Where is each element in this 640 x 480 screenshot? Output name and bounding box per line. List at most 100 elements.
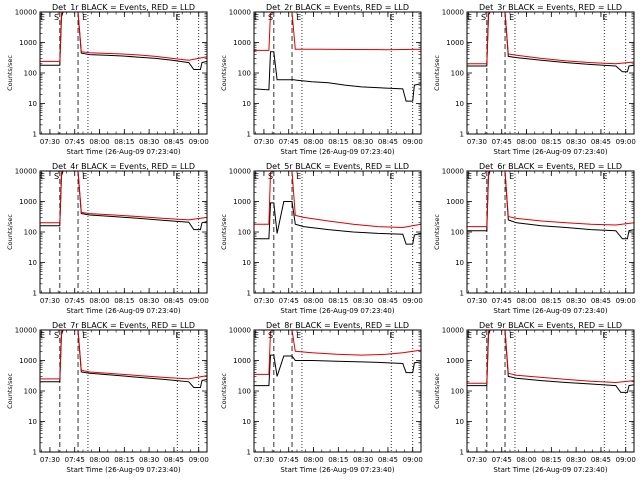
series-events-line bbox=[254, 51, 421, 102]
y-tick-label: 10 bbox=[242, 418, 251, 426]
y-axis-label: Counts/sec bbox=[6, 214, 14, 250]
y-tick-label: 1000 bbox=[446, 198, 464, 206]
x-tick-label: 07:45 bbox=[279, 138, 299, 146]
y-tick-label: 10 bbox=[455, 259, 464, 267]
y-axis-label: Counts/sec bbox=[433, 373, 441, 409]
panel-title: Det_8r BLACK = Events, RED = LLD bbox=[266, 321, 409, 330]
x-axis-label: Start Time (26-Aug-09 07:23:40) bbox=[493, 307, 607, 315]
y-tick-label: 1 bbox=[247, 449, 251, 457]
y-tick-label: 100 bbox=[238, 229, 251, 237]
x-tick-label: 08:00 bbox=[89, 297, 109, 305]
event-marker-label: S bbox=[481, 172, 486, 181]
y-tick-label: 1 bbox=[33, 131, 37, 139]
x-tick-label: 08:15 bbox=[541, 297, 561, 305]
y-axis-label: Counts/sec bbox=[6, 55, 14, 91]
y-tick-label: 10 bbox=[455, 418, 464, 426]
event-marker-label: E bbox=[254, 331, 259, 340]
event-marker-label: E bbox=[296, 331, 301, 340]
x-axis-label: Start Time (26-Aug-09 07:23:40) bbox=[66, 307, 180, 315]
event-marker-label: E bbox=[467, 331, 472, 340]
y-tick-label: 100 bbox=[238, 388, 251, 396]
y-tick-label: 10 bbox=[242, 100, 251, 108]
event-marker-label: S bbox=[268, 13, 273, 22]
plot-frame bbox=[466, 11, 635, 135]
detector-panel-9: Det_9r BLACK = Events, RED = LLD Counts/s… bbox=[433, 321, 636, 474]
x-tick-label: 07:30 bbox=[467, 297, 487, 305]
x-tick-label: 08:30 bbox=[139, 138, 159, 146]
y-tick-label: 1 bbox=[247, 131, 251, 139]
x-tick-label: 08:30 bbox=[566, 138, 586, 146]
x-tick-label: 07:45 bbox=[65, 456, 85, 464]
detector-panel-7: Det_7r BLACK = Events, RED = LLD Counts/s… bbox=[6, 321, 209, 474]
x-tick-label: 07:30 bbox=[40, 297, 60, 305]
plot-frame bbox=[39, 11, 208, 135]
x-tick-label: 08:30 bbox=[353, 138, 373, 146]
event-marker-label: E bbox=[603, 172, 608, 181]
detector-panel-8: Det_8r BLACK = Events, RED = LLD Counts/s… bbox=[220, 321, 423, 474]
detector-panel-6: Det_6r BLACK = Events, RED = LLD Counts/s… bbox=[433, 162, 636, 315]
y-tick-label: 1 bbox=[247, 290, 251, 298]
series-events-line bbox=[40, 171, 207, 231]
event-marker-label: E bbox=[82, 13, 87, 22]
y-tick-label: 1000 bbox=[19, 39, 37, 47]
y-tick-label: 100 bbox=[24, 388, 37, 396]
event-marker-label: E bbox=[509, 13, 514, 22]
x-tick-label: 07:30 bbox=[467, 138, 487, 146]
series-lld-line bbox=[254, 12, 421, 51]
detector-panel-2: Det_2r BLACK = Events, RED = LLD Counts/s… bbox=[220, 3, 423, 156]
y-tick-label: 1 bbox=[33, 290, 37, 298]
event-marker-label: E bbox=[254, 13, 259, 22]
x-tick-label: 08:45 bbox=[164, 297, 184, 305]
x-tick-label: 08:00 bbox=[303, 456, 323, 464]
x-tick-label: 07:45 bbox=[279, 297, 299, 305]
x-tick-label: 07:45 bbox=[65, 297, 85, 305]
y-axis-label: Counts/sec bbox=[220, 373, 228, 409]
x-tick-label: 08:15 bbox=[114, 297, 134, 305]
y-tick-label: 10000 bbox=[15, 168, 37, 176]
detector-panel-5: Det_5r BLACK = Events, RED = LLD Counts/s… bbox=[220, 162, 423, 315]
x-tick-label: 08:00 bbox=[303, 138, 323, 146]
event-marker-label: E bbox=[40, 13, 45, 22]
series-lld-line bbox=[254, 330, 421, 375]
series-events-line bbox=[467, 171, 634, 240]
x-tick-label: 09:00 bbox=[189, 456, 209, 464]
x-tick-label: 09:00 bbox=[616, 138, 636, 146]
x-axis-label: Start Time (26-Aug-09 07:23:40) bbox=[280, 307, 394, 315]
y-tick-label: 100 bbox=[451, 70, 464, 78]
x-tick-label: 07:30 bbox=[467, 456, 487, 464]
series-lld-line bbox=[254, 171, 421, 229]
x-axis-label: Start Time (26-Aug-09 07:23:40) bbox=[493, 148, 607, 156]
x-axis-label: Start Time (26-Aug-09 07:23:40) bbox=[66, 466, 180, 474]
series-lld-line bbox=[40, 12, 207, 62]
x-tick-label: 08:00 bbox=[303, 297, 323, 305]
event-marker-label: E bbox=[176, 331, 181, 340]
panel-title: Det_2r BLACK = Events, RED = LLD bbox=[266, 3, 409, 12]
y-tick-label: 10000 bbox=[15, 327, 37, 335]
y-tick-label: 1000 bbox=[233, 39, 251, 47]
event-marker-label: E bbox=[82, 172, 87, 181]
y-tick-label: 10 bbox=[28, 100, 37, 108]
event-marker-label: E bbox=[467, 172, 472, 181]
x-tick-label: 07:45 bbox=[279, 456, 299, 464]
y-tick-label: 1000 bbox=[19, 357, 37, 365]
x-tick-label: 08:00 bbox=[516, 456, 536, 464]
series-events-line bbox=[467, 12, 634, 73]
y-tick-label: 10 bbox=[455, 100, 464, 108]
y-tick-label: 1 bbox=[460, 449, 464, 457]
event-marker-label: E bbox=[603, 331, 608, 340]
x-tick-label: 08:00 bbox=[89, 456, 109, 464]
panel-title: Det_5r BLACK = Events, RED = LLD bbox=[266, 162, 409, 171]
y-tick-label: 100 bbox=[24, 229, 37, 237]
y-tick-label: 100 bbox=[451, 229, 464, 237]
event-marker-label: E bbox=[176, 13, 181, 22]
event-marker-label: S bbox=[481, 331, 486, 340]
event-marker-label: S bbox=[54, 13, 59, 22]
event-marker-label: S bbox=[268, 331, 273, 340]
y-axis-label: Counts/sec bbox=[6, 373, 14, 409]
panel-title: Det_3r BLACK = Events, RED = LLD bbox=[479, 3, 622, 12]
x-tick-label: 08:15 bbox=[114, 138, 134, 146]
x-tick-label: 08:15 bbox=[328, 138, 348, 146]
x-tick-label: 07:45 bbox=[492, 138, 512, 146]
y-tick-label: 1000 bbox=[446, 357, 464, 365]
event-marker-label: E bbox=[296, 13, 301, 22]
